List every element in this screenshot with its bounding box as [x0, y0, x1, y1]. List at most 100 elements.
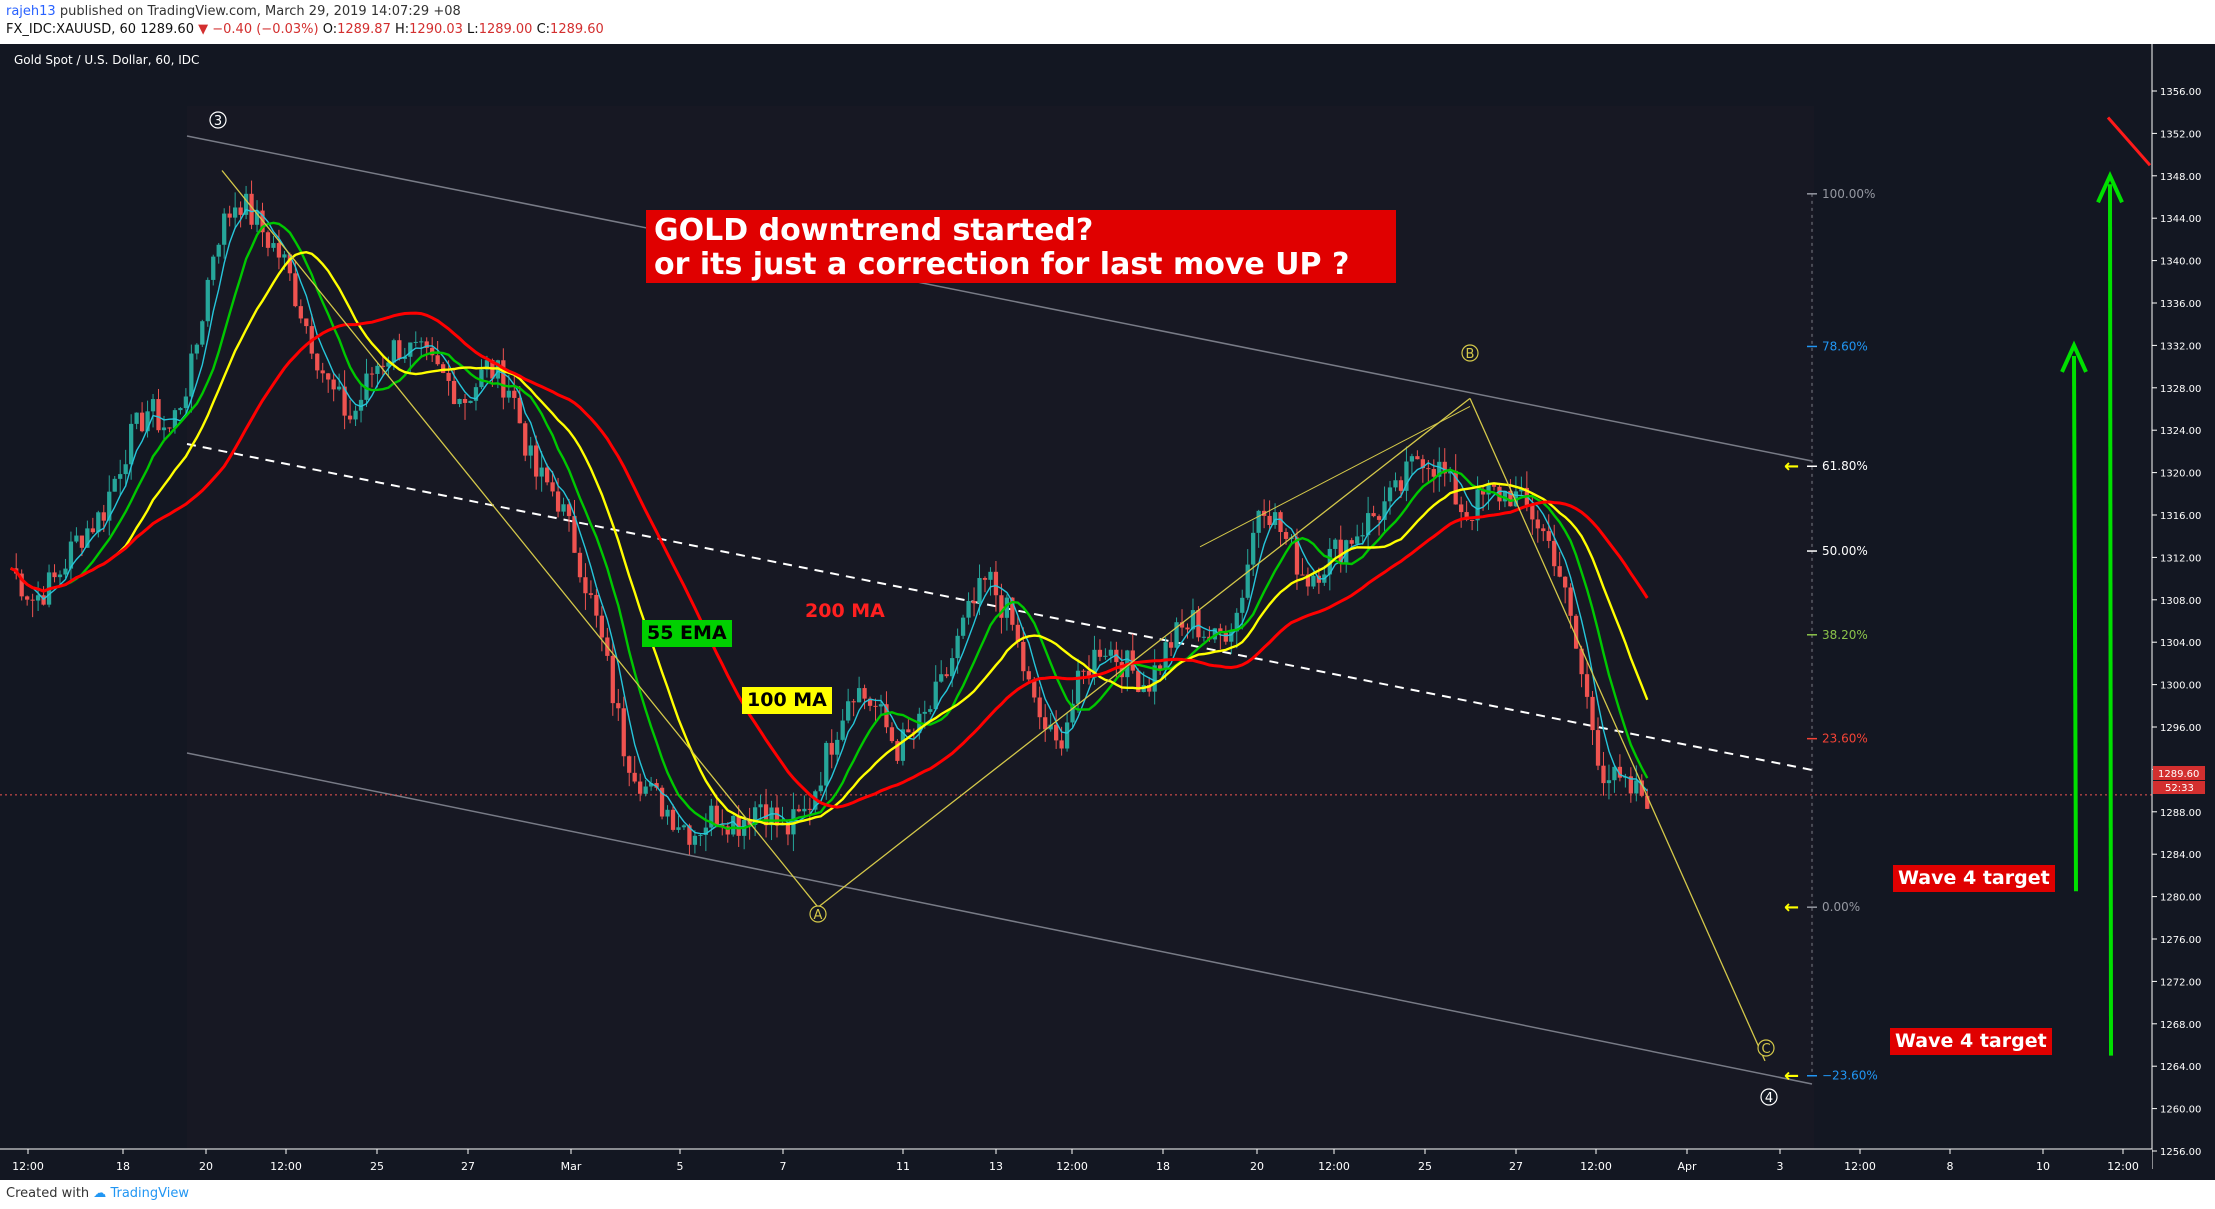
countdown-badge-text: 52:33: [2165, 783, 2194, 794]
candle-body: [30, 599, 35, 601]
candle-body: [375, 365, 380, 374]
time-axis[interactable]: [0, 1149, 2152, 1180]
candle-body: [419, 341, 424, 343]
candle-body: [369, 373, 375, 375]
tradingview-logo-icon: ☁: [93, 1186, 107, 1201]
y-tick-label: 1324.00: [2160, 426, 2201, 437]
candle-body: [397, 340, 402, 359]
candle-body: [950, 658, 955, 677]
x-tick-label: 27: [461, 1160, 475, 1173]
candle-body: [878, 704, 884, 707]
candle-body: [1437, 461, 1442, 477]
candle-body: [1103, 655, 1108, 657]
candle-body: [566, 504, 572, 517]
close-value: 1289.60: [550, 22, 604, 37]
candle-body: [1037, 697, 1042, 718]
candle-body: [1502, 490, 1508, 502]
candle-body: [1048, 724, 1053, 730]
candle-body: [276, 243, 282, 258]
candle-body: [1349, 540, 1354, 544]
candle-body: [1168, 642, 1174, 648]
candle-body: [183, 396, 189, 409]
candle-body: [1404, 461, 1409, 491]
candle-body: [402, 356, 407, 359]
candle-body: [243, 193, 249, 215]
candle-body: [353, 410, 358, 420]
created-with-text: Created with: [6, 1186, 94, 1201]
candle-body: [824, 742, 829, 786]
open-value: 1289.87: [337, 22, 391, 37]
fib-arrow-icon: ←: [1784, 1066, 1799, 1087]
candle-body: [1486, 483, 1491, 495]
tradingview-link[interactable]: TradingView: [110, 1186, 189, 1201]
candle-body: [599, 615, 604, 638]
candle-body: [1064, 722, 1070, 749]
candle-body: [178, 408, 183, 411]
candle-body: [960, 617, 966, 636]
candle-body: [577, 552, 583, 578]
candle-body: [25, 596, 30, 600]
candle-body: [1043, 717, 1048, 730]
x-tick-label: Mar: [561, 1160, 582, 1173]
candle-body: [999, 595, 1004, 618]
candle-body: [123, 464, 128, 475]
candle-body: [320, 370, 325, 374]
candle-body: [1015, 624, 1020, 642]
candle-body: [304, 318, 309, 327]
candle-body: [408, 342, 413, 357]
price-axis[interactable]: [2152, 44, 2215, 1180]
candle-body: [342, 386, 347, 416]
candle-body: [659, 787, 665, 817]
x-tick-label: 20: [199, 1160, 213, 1173]
author-link[interactable]: rajeh13: [6, 4, 56, 19]
fib-arrow-icon: ←: [1784, 456, 1799, 477]
red-slash-line: [2106, 116, 2152, 167]
candle-body: [293, 273, 298, 307]
x-tick-label: 3: [1777, 1160, 1784, 1173]
candle-body: [665, 809, 670, 817]
candle-body: [534, 445, 539, 477]
x-tick-label: 18: [116, 1160, 130, 1173]
publish-date: published on TradingView.com, March 29, …: [55, 4, 461, 19]
candle-body: [1590, 696, 1595, 731]
candle-body: [1420, 459, 1425, 469]
ema55-label: 55 EMA: [642, 620, 732, 647]
candle-body: [386, 362, 391, 367]
candle-body: [1032, 679, 1037, 698]
candle-body: [594, 594, 599, 616]
x-tick-label: 10: [2036, 1160, 2050, 1173]
up-arrow-head-1: [2060, 340, 2088, 373]
wave-marker-label: A: [814, 908, 823, 923]
ma100-line: [10, 250, 1649, 826]
footer: Created with ☁ TradingView: [0, 1180, 2215, 1209]
x-tick-label: 7: [780, 1160, 787, 1173]
y-tick-label: 1284.00: [2160, 850, 2201, 861]
candle-body: [1480, 489, 1486, 495]
x-axis-labels: 12:00 18 20 12:00 25 27 Mar 5 7 11 13 12:00 18 20 12:0…: [12, 1149, 2139, 1173]
ema55-line: [10, 221, 1649, 831]
target-arrows: [2060, 116, 2152, 1056]
candle-body: [1546, 531, 1551, 541]
candle-body: [1552, 540, 1557, 567]
candle-body: [895, 741, 900, 761]
candle-body: [1196, 610, 1201, 638]
candle-body: [1557, 566, 1562, 577]
candle-body: [829, 742, 834, 755]
y-tick-label: 1280.00: [2160, 893, 2201, 904]
candle-body: [610, 655, 615, 704]
y-tick-label: 1276.00: [2160, 935, 2201, 946]
candle-body: [1179, 622, 1185, 628]
candle-body: [758, 804, 763, 808]
candle-body: [643, 786, 648, 794]
low-value: 1289.00: [478, 22, 533, 37]
last-price-badge: 1289.60 52:33: [2153, 766, 2205, 794]
candle-body: [68, 541, 74, 569]
y-tick-label: 1352.00: [2160, 129, 2201, 140]
candle-body: [889, 727, 895, 742]
candle-body: [1256, 510, 1261, 533]
candle-body: [1355, 536, 1360, 544]
candle-body: [139, 412, 145, 432]
candle-body: [413, 341, 418, 343]
candle-body: [249, 193, 254, 225]
candle-body: [928, 709, 933, 712]
